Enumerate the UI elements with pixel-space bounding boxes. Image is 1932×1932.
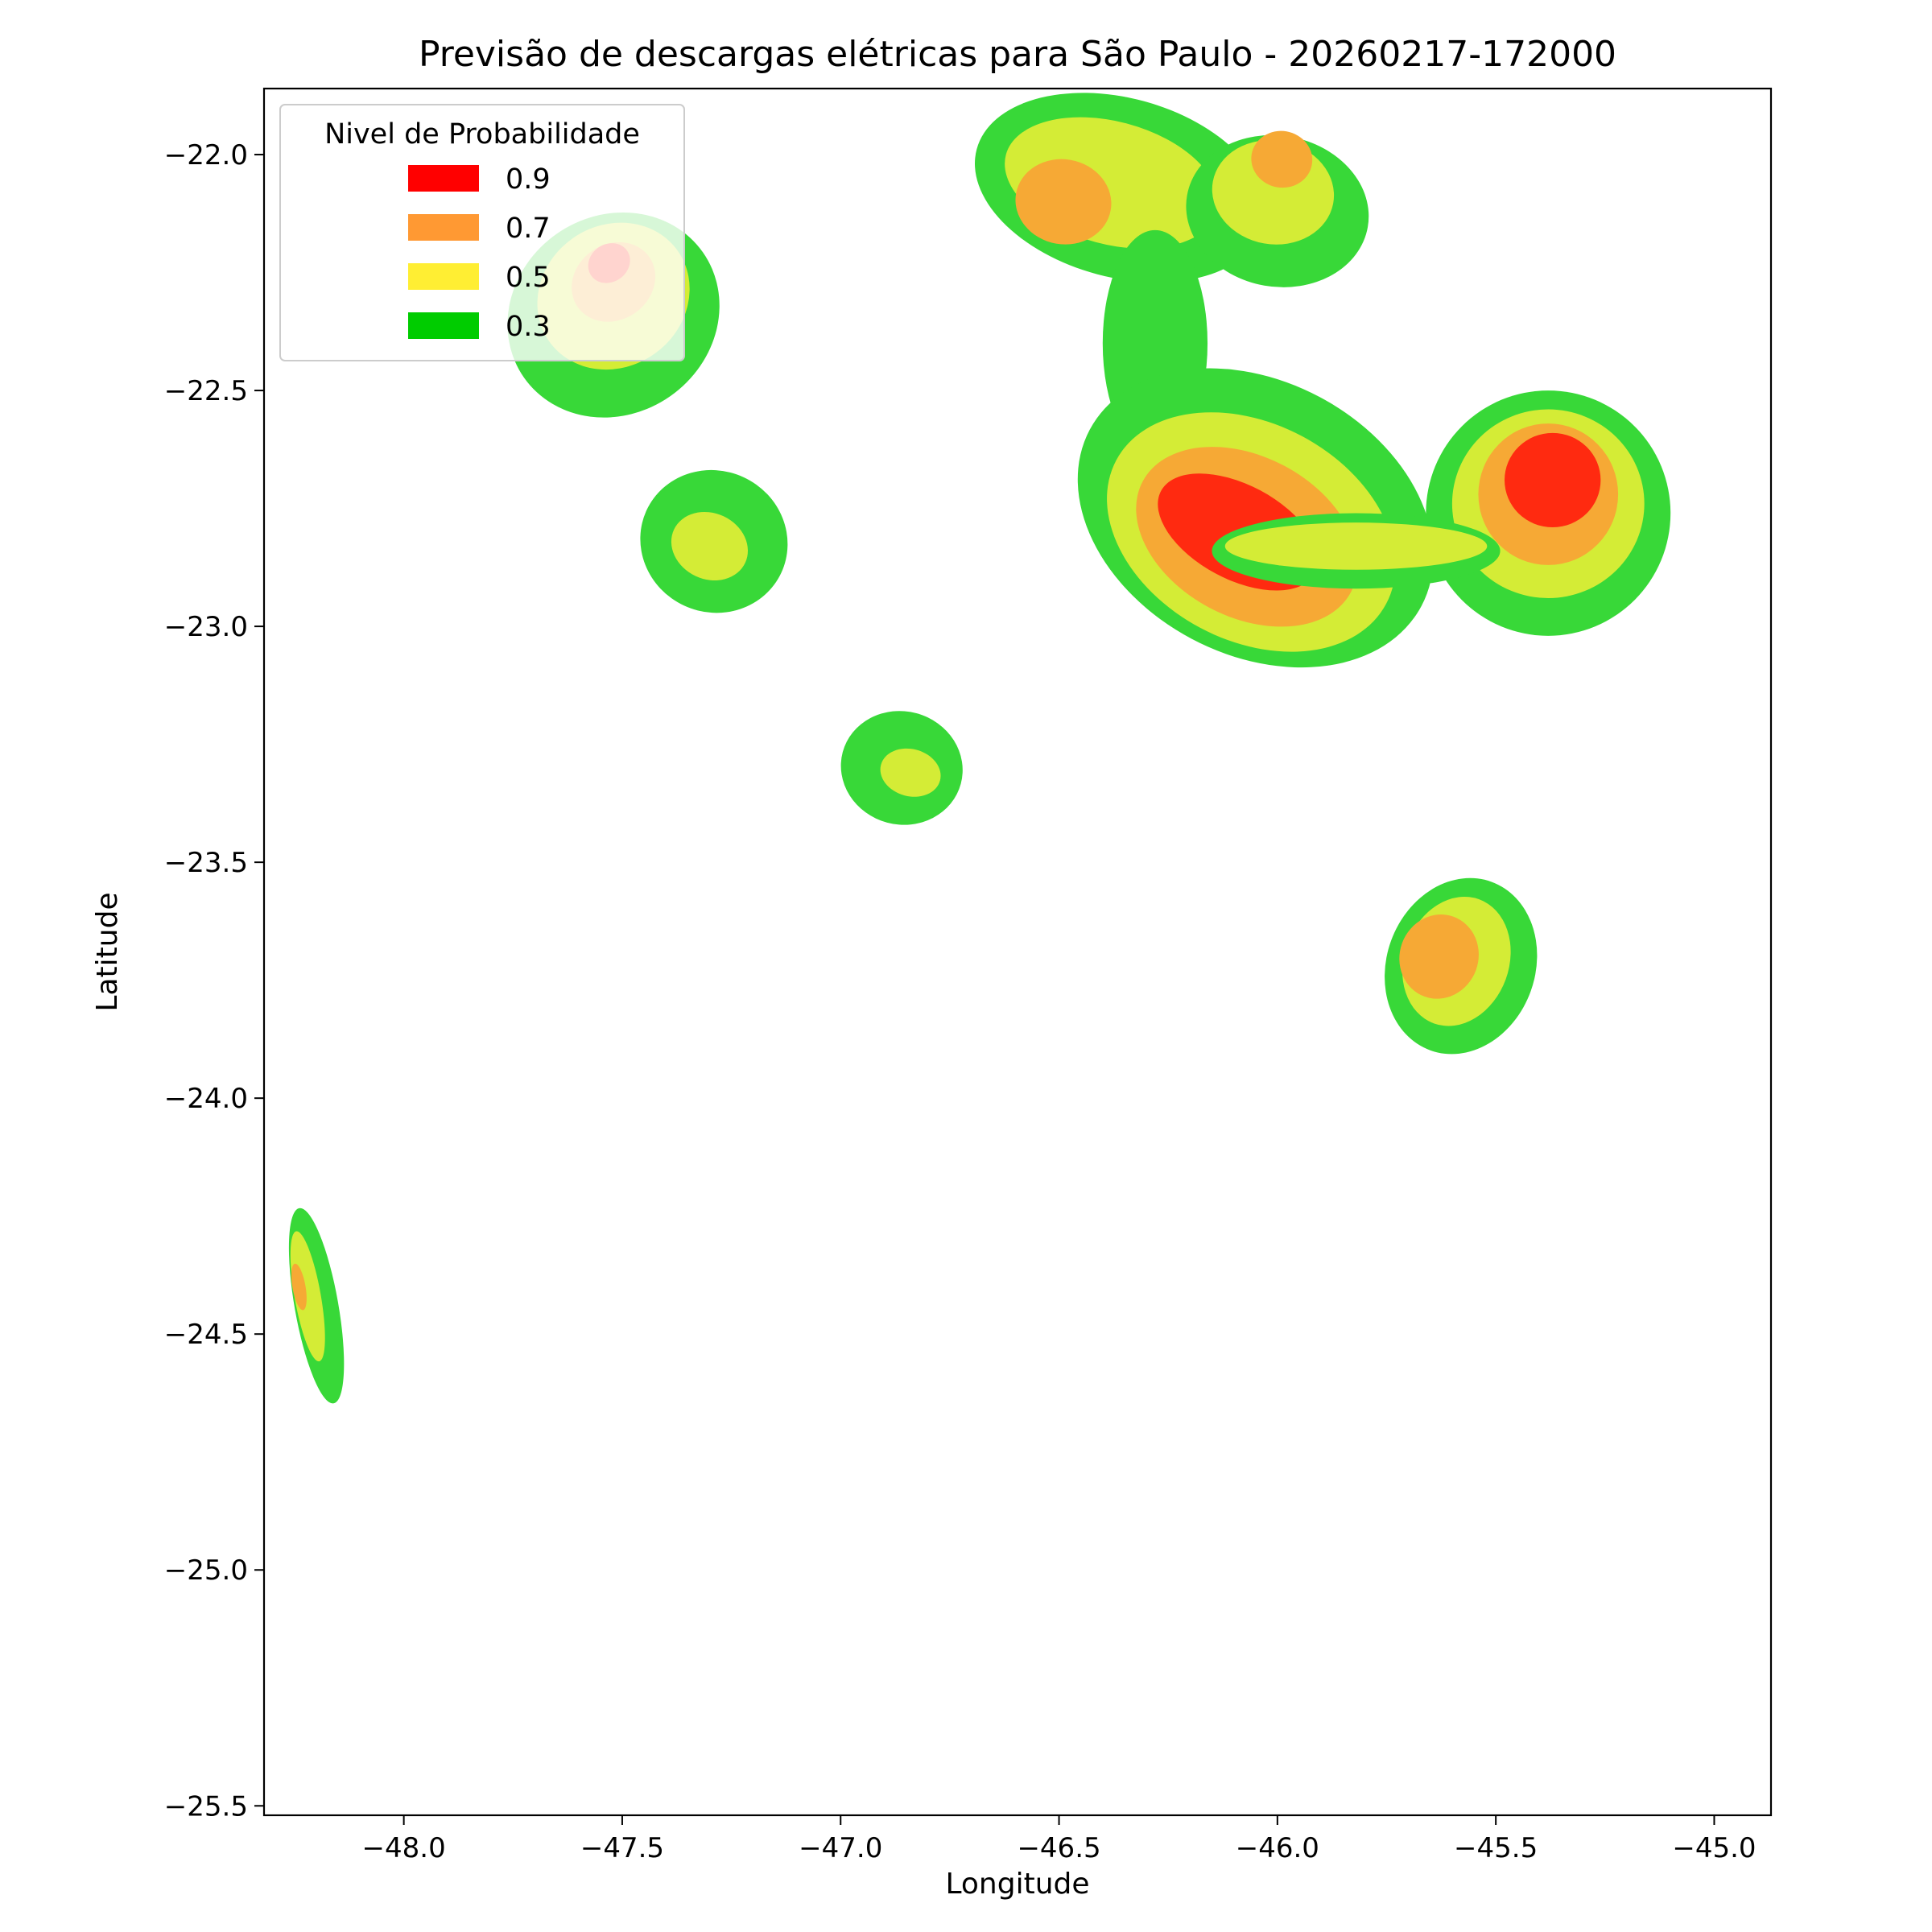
legend-label: 0.9 (506, 163, 551, 196)
legend-swatch (408, 263, 479, 290)
y-tick-label: −23.0 (164, 611, 248, 643)
y-tick-label: −23.5 (164, 847, 248, 879)
x-tick-label: −47.5 (580, 1832, 664, 1864)
legend-label: 0.5 (506, 262, 551, 294)
cell-3-level-0.5 (880, 748, 941, 797)
legend-label: 0.7 (506, 213, 551, 245)
cell-5-level-0.7 (1251, 130, 1313, 188)
x-tick-label: −45.5 (1454, 1832, 1538, 1864)
y-tick-label: −22.0 (164, 139, 248, 171)
chart-title: Previsão de descargas elétricas para São… (419, 34, 1616, 75)
x-tick-label: −48.0 (362, 1832, 446, 1864)
y-tick-label: −24.5 (164, 1319, 248, 1351)
plot-frame (262, 87, 1773, 1817)
y-axis-label: Latitude (91, 892, 124, 1011)
x-axis-label: Longitude (945, 1868, 1089, 1901)
cell-11-level-0.7 (291, 1263, 307, 1311)
x-axis: −48.0 −47.5 −47.0 −46.5 −46.0 −45.5 −45.0 (362, 1815, 1757, 1864)
legend-swatch (408, 312, 479, 339)
cell-2-level-0.5 (671, 511, 748, 581)
y-axis: −22.0 −22.5 −23.0 −23.5 −24.0 −24.5 −25.0 −25.5 (164, 139, 264, 1823)
cell-10-level-0.7 (1399, 914, 1479, 999)
y-tick-label: −25.5 (164, 1790, 248, 1823)
y-tick-label: −25.0 (164, 1554, 248, 1587)
y-tick-label: −24.0 (164, 1083, 248, 1115)
x-tick-label: −46.5 (1017, 1832, 1100, 1864)
legend: Nivel de Probabilidade 0.9 0.7 0.5 0.3 (279, 104, 685, 361)
legend-title: Nivel de Probabilidade (324, 118, 640, 151)
x-tick-label: −47.0 (799, 1832, 882, 1864)
x-tick-label: −46.0 (1236, 1832, 1319, 1864)
cell-9-level-0.5 (1224, 522, 1488, 570)
cell-11-level-0.5 (290, 1231, 325, 1362)
legend-swatch (408, 165, 479, 192)
cell-8-level-0.9 (1505, 432, 1601, 528)
legend-label: 0.3 (506, 311, 551, 343)
cell-4-level-0.7 (1015, 159, 1112, 245)
x-tick-label: −45.0 (1672, 1832, 1756, 1864)
probability-contours (288, 93, 1671, 1404)
legend-box (279, 104, 685, 361)
y-tick-label: −22.5 (164, 375, 248, 407)
legend-swatch (408, 214, 479, 241)
